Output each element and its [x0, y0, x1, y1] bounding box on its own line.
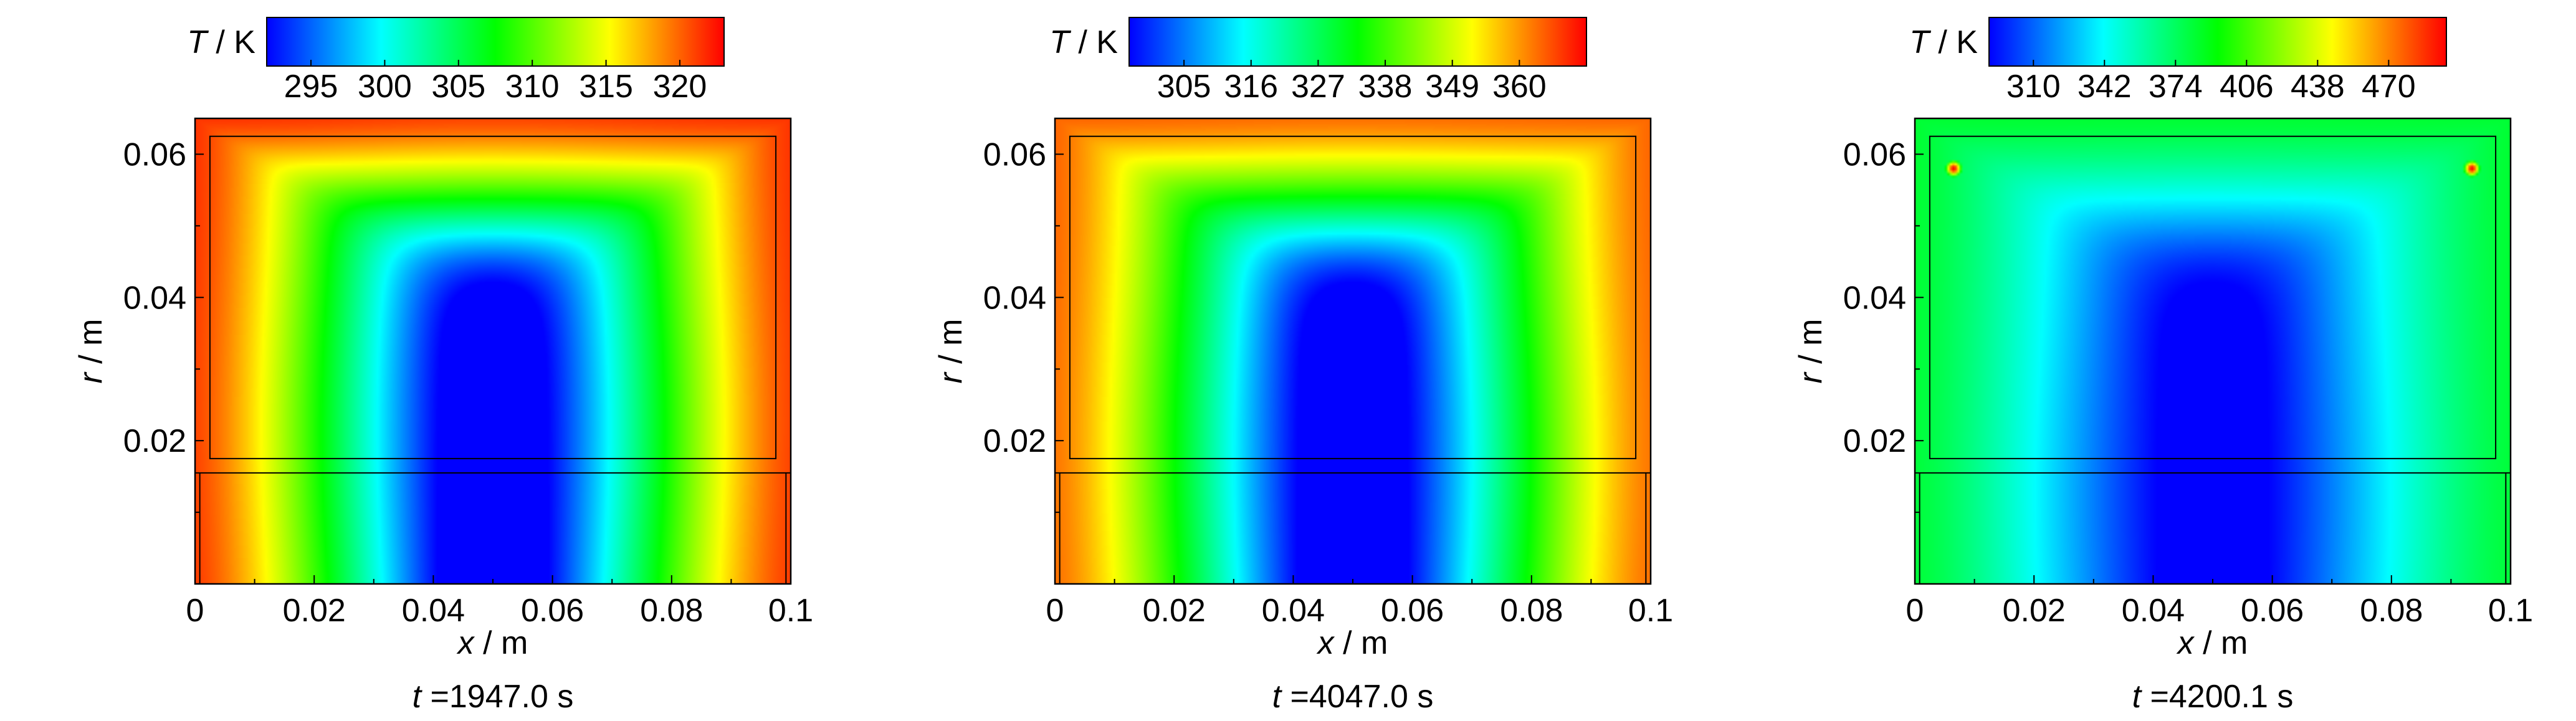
x-tick-label: 0.08 [2360, 593, 2423, 629]
y-axis-label-unit: / m [73, 319, 109, 373]
colorbar-label-unit: / K [1069, 24, 1118, 60]
colorbar-tick-label: 338 [1358, 69, 1413, 105]
x-axis-label: x / m [2176, 625, 2248, 661]
x-tick-label: 0.04 [402, 593, 465, 629]
time-caption-value: =1947.0 s [421, 679, 573, 715]
x-tick-label: 0.1 [768, 593, 813, 629]
y-tick-label: 0.04 [123, 280, 186, 316]
colorbar [1128, 17, 1587, 67]
panel-1: 295 300 305 310 315 320 T / K 0 0.02 0.04 0.06 0.08… [73, 17, 813, 715]
temperature-field [195, 118, 791, 584]
colorbar-tick-label: 316 [1224, 69, 1278, 105]
colorbar-label-unit: / K [207, 24, 255, 60]
panel-2: 305 316 327 338 349 360 T / K 0 0.02 0.04 0.06 0.08… [933, 17, 1673, 715]
colorbar [266, 17, 725, 67]
y-axis-label: r / m [933, 319, 969, 384]
colorbar-tick-label: 310 [2006, 69, 2061, 105]
x-tick-label: 0.1 [1628, 593, 1673, 629]
colorbar-tick-label: 295 [284, 69, 338, 105]
time-caption-symbol: t [413, 679, 423, 715]
colorbar [1988, 17, 2447, 67]
x-tick-label: 0.02 [283, 593, 346, 629]
colorbar-tick-label: 327 [1291, 69, 1345, 105]
y-tick-label: 0.06 [1843, 136, 1906, 173]
x-tick-label: 0.08 [1500, 593, 1563, 629]
y-axis-label: r / m [1793, 319, 1829, 384]
x-axis-label-symbol: x [2176, 625, 2195, 661]
colorbar-label-symbol: T [1049, 24, 1071, 60]
time-caption-symbol: t [2132, 679, 2143, 715]
time-caption-value: =4200.1 s [2141, 679, 2293, 715]
colorbar-tick-label: 438 [2291, 69, 2345, 105]
colorbar-tick-label: 342 [2077, 69, 2132, 105]
colorbar-tick-label: 305 [431, 69, 485, 105]
x-axis-label-unit: / m [474, 625, 528, 661]
x-tick-label: 0.06 [1381, 593, 1444, 629]
inner-boundary [209, 135, 777, 459]
x-tick-label: 0.04 [2122, 593, 2185, 629]
x-tick-label: 0 [1906, 593, 1924, 629]
x-tick-label: 0.06 [521, 593, 584, 629]
colorbar-tick-label: 300 [358, 69, 412, 105]
time-caption: t =1947.0 s [413, 679, 574, 715]
x-tick-label: 0.08 [640, 593, 703, 629]
x-axis-label-symbol: x [456, 625, 475, 661]
y-tick-label: 0.04 [1843, 280, 1906, 316]
colorbar-label-symbol: T [187, 24, 209, 60]
x-tick-label: 0.02 [2003, 593, 2066, 629]
y-tick-label: 0.02 [123, 423, 186, 459]
y-tick-label: 0.06 [123, 136, 186, 173]
y-axis-label-symbol: r [73, 371, 109, 384]
y-axis-label-unit: / m [933, 319, 969, 373]
y-axis-label-unit: / m [1793, 319, 1829, 373]
y-tick-label: 0.02 [983, 423, 1046, 459]
x-tick-label: 0.1 [2488, 593, 2533, 629]
y-axis-label-symbol: r [933, 371, 969, 384]
time-caption: t =4200.1 s [2132, 679, 2294, 715]
colorbar-tick-label: 374 [2149, 69, 2203, 105]
inner-boundary [1069, 135, 1637, 459]
x-tick-label: 0 [1046, 593, 1064, 629]
colorbar-label: T / K [187, 24, 255, 60]
colorbar-label-symbol: T [1909, 24, 1931, 60]
x-tick-label: 0.04 [1262, 593, 1325, 629]
colorbar-tick-label: 406 [2220, 69, 2274, 105]
x-axis-label: x / m [456, 625, 528, 661]
colorbar-tick-label: 310 [505, 69, 560, 105]
x-axis-label: x / m [1316, 625, 1388, 661]
colorbar-label: T / K [1909, 24, 1978, 60]
time-caption-value: =4047.0 s [1281, 679, 1433, 715]
colorbar-tick-label: 320 [653, 69, 707, 105]
inner-boundary [1929, 135, 2497, 459]
x-axis-label-symbol: x [1316, 625, 1335, 661]
x-axis-label-unit: / m [2194, 625, 2248, 661]
y-tick-label: 0.06 [983, 136, 1046, 173]
y-axis-label-symbol: r [1793, 371, 1829, 384]
y-tick-label: 0.02 [1843, 423, 1906, 459]
colorbar-tick-label: 305 [1157, 69, 1211, 105]
colorbar-tick-label: 360 [1492, 69, 1547, 105]
colorbar-label-unit: / K [1929, 24, 1978, 60]
temperature-field [1055, 118, 1651, 584]
panel-3: 310 342 374 406 438 470 T / K 0 0.02 0.04 0.06 0.08… [1793, 17, 2533, 715]
y-axis-label: r / m [73, 319, 109, 384]
colorbar-tick-label: 349 [1425, 69, 1479, 105]
colorbar-tick-label: 470 [2362, 69, 2416, 105]
time-caption: t =4047.0 s [1272, 679, 1434, 715]
colorbar-tick-label: 315 [579, 69, 633, 105]
x-tick-label: 0.06 [2241, 593, 2304, 629]
x-axis-label-unit: / m [1334, 625, 1388, 661]
x-tick-label: 0 [186, 593, 204, 629]
colorbar-label: T / K [1049, 24, 1118, 60]
x-tick-label: 0.02 [1143, 593, 1206, 629]
time-caption-symbol: t [1272, 679, 1283, 715]
y-tick-label: 0.04 [983, 280, 1046, 316]
temperature-field [1915, 118, 2511, 584]
